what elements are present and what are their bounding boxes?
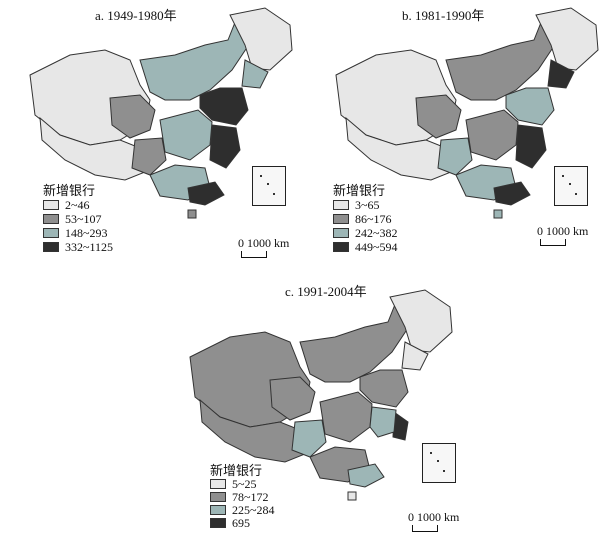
region-sichuan — [131, 137, 167, 176]
scale-label: 0 1000 km — [537, 224, 589, 238]
scale-label: 0 1000 km — [408, 510, 460, 524]
map-panel-a: a. 1949-1980年 新增银行 2~46 53~107 148~293 3… — [0, 0, 306, 260]
region-north-china — [199, 87, 249, 126]
legend-title: 新增银行 — [333, 183, 386, 198]
legend-label: 78~172 — [232, 489, 269, 504]
legend-swatch-2 — [210, 492, 226, 502]
region-hainan — [187, 209, 197, 219]
south-china-sea-inset — [422, 443, 456, 483]
legend-label: 148~293 — [65, 225, 108, 240]
map-panel-c: c. 1991-2004年 新增银行 5~25 78~172 225~284 6… — [150, 272, 470, 543]
inset-island — [562, 175, 564, 177]
region-northeast — [535, 7, 599, 71]
legend-swatch-3 — [333, 228, 349, 238]
region-liaoning — [401, 341, 429, 371]
legend-swatch-4 — [210, 518, 226, 528]
legend-label: 86~176 — [355, 211, 392, 226]
legend-label: 332~1125 — [65, 239, 114, 254]
legend-item: 148~293 — [43, 225, 108, 240]
legend-item: 86~176 — [333, 211, 392, 226]
region-northeast — [389, 289, 453, 353]
scale-bar — [241, 251, 267, 258]
legend-item: 449~594 — [333, 239, 398, 254]
region-qinghai — [269, 376, 316, 421]
region-liaoning — [241, 59, 269, 89]
region-northeast — [229, 7, 293, 71]
inset-island — [430, 452, 432, 454]
legend-item: 53~107 — [43, 211, 102, 226]
legend-label: 695 — [232, 515, 250, 530]
legend-swatch-1 — [210, 479, 226, 489]
region-north-china — [505, 87, 555, 126]
inset-island — [575, 193, 577, 195]
region-guangdong — [347, 463, 385, 488]
inset-island — [260, 175, 262, 177]
legend-label: 2~46 — [65, 197, 90, 212]
region-east — [209, 124, 241, 169]
legend-title: 新增银行 — [43, 183, 96, 198]
legend-item: 332~1125 — [43, 239, 114, 254]
scale-bar — [540, 239, 566, 246]
region-hainan — [347, 491, 357, 501]
inset-island — [273, 193, 275, 195]
legend-swatch-3 — [210, 505, 226, 515]
map-panel-b: b. 1981-1990年 新增银行 3~65 86~176 242~382 4… — [306, 0, 613, 260]
china-map-a — [29, 7, 293, 219]
region-qinghai — [109, 94, 156, 139]
panel-title: a. 1949-1980年 — [95, 8, 177, 23]
inset-island — [443, 470, 445, 472]
legend-swatch-1 — [43, 200, 59, 210]
legend-title: 新增银行 — [210, 463, 263, 478]
legend-item: 242~382 — [333, 225, 398, 240]
region-hainan — [493, 209, 503, 219]
region-guangdong — [187, 181, 225, 206]
legend-item: 3~65 — [333, 197, 380, 212]
legend-item: 225~284 — [210, 502, 275, 517]
inset-island — [437, 460, 439, 462]
scale-bar — [412, 525, 438, 532]
south-china-sea-inset — [554, 166, 588, 206]
legend-item: 2~46 — [43, 197, 90, 212]
legend-item: 695 — [210, 515, 250, 530]
legend-swatch-4 — [43, 242, 59, 252]
legend-swatch-3 — [43, 228, 59, 238]
legend-label: 225~284 — [232, 502, 275, 517]
region-east — [515, 124, 547, 169]
region-sichuan — [291, 419, 327, 458]
region-central — [319, 391, 373, 443]
legend-swatch-1 — [333, 200, 349, 210]
region-guangdong — [493, 181, 531, 206]
legend-item: 78~172 — [210, 489, 269, 504]
legend-label: 242~382 — [355, 225, 398, 240]
china-map-c — [189, 289, 453, 501]
legend-label: 5~25 — [232, 476, 257, 491]
legend-item: 5~25 — [210, 476, 257, 491]
region-qinghai — [415, 94, 462, 139]
legend-label: 3~65 — [355, 197, 380, 212]
panel-title: b. 1981-1990年 — [402, 8, 485, 23]
region-jiangsu — [369, 406, 397, 438]
inset-island — [569, 183, 571, 185]
region-central — [159, 109, 213, 161]
legend-swatch-2 — [43, 214, 59, 224]
region-north-china — [359, 369, 409, 408]
legend-label: 449~594 — [355, 239, 398, 254]
legend-swatch-4 — [333, 242, 349, 252]
region-liaoning — [547, 59, 575, 89]
south-china-sea-inset — [252, 166, 286, 206]
panel-title: c. 1991-2004年 — [285, 284, 367, 299]
region-central — [465, 109, 519, 161]
legend-swatch-2 — [333, 214, 349, 224]
legend-label: 53~107 — [65, 211, 102, 226]
scale-label: 0 1000 km — [238, 236, 290, 250]
china-map-b — [335, 7, 599, 219]
region-sichuan — [437, 137, 473, 176]
inset-island — [267, 183, 269, 185]
